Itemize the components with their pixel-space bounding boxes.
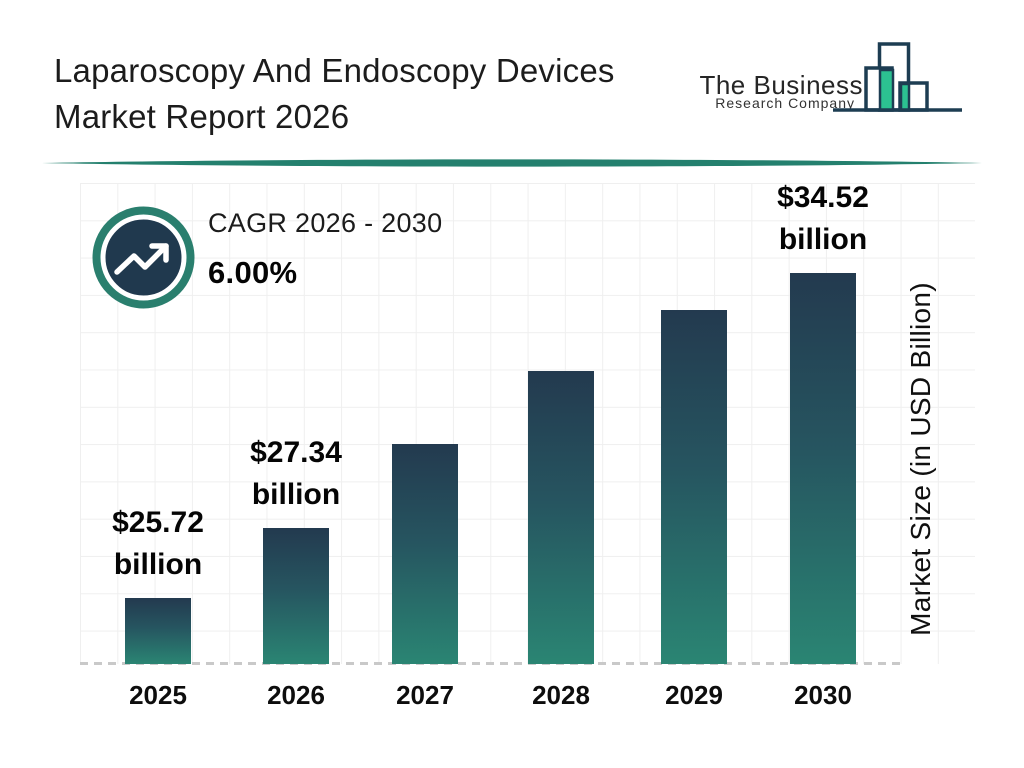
page-title-line2: Market Report 2026: [54, 98, 350, 135]
cagr-period-label: CAGR 2026 - 2030: [208, 208, 443, 238]
divider-line: [42, 159, 982, 167]
value-label-2030: $34.52 billion: [777, 181, 869, 256]
bar-2028: [528, 371, 594, 664]
bar-2025: [125, 598, 191, 664]
logo-company-name: The Business: [699, 70, 863, 100]
x-tick-label-2026: 2026: [267, 680, 325, 710]
y-axis-title: Market Size (in USD Billion): [905, 282, 936, 636]
company-logo: The Business Research Company: [698, 38, 988, 118]
x-tick-label-2028: 2028: [532, 680, 590, 710]
x-tick-label-2030: 2030: [794, 680, 852, 710]
logo-skyline-bars-icon: [833, 42, 962, 112]
x-tick-label-2027: 2027: [396, 680, 454, 710]
cagr-callout: CAGR 2026 - 2030 6.00%: [208, 208, 442, 291]
bar-2029: [661, 310, 727, 664]
page-title-line1: Laparoscopy And Endoscopy Devices: [54, 52, 615, 89]
value-label-2026: $27.34 billion: [250, 436, 342, 511]
page-title: Laparoscopy And Endoscopy Devices Market…: [54, 48, 615, 140]
bar-2030: [790, 273, 856, 664]
cagr-value: 6.00%: [208, 255, 298, 290]
x-tick-label-2025: 2025: [129, 680, 187, 710]
x-axis-labels: 2025 2026 2027 2028 2029 2030: [80, 680, 975, 714]
bar-2027: [392, 444, 458, 664]
growth-trend-icon: [92, 206, 195, 309]
bar-2026: [263, 528, 329, 664]
x-tick-label-2029: 2029: [665, 680, 723, 710]
x-axis-baseline: [80, 662, 900, 665]
value-label-2025: $25.72 billion: [112, 506, 204, 581]
logo-company-subname: Research Company: [715, 95, 855, 111]
chart-plot-area: $25.72 billion $27.34 billion $34.52 billion: [80, 181, 975, 665]
